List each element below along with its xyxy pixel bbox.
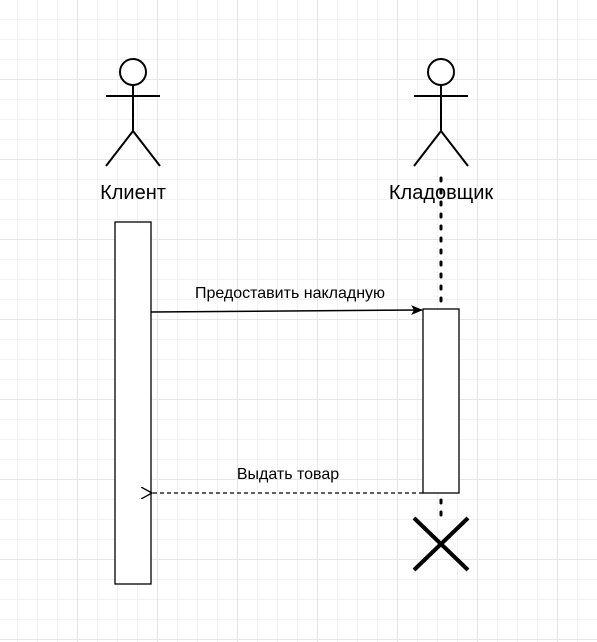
message-label-provide-invoice: Предоставить накладную [194, 285, 386, 302]
actor-client-figure [105, 58, 161, 167]
destruction-x-icon [412, 516, 470, 572]
message-arrow-provide-invoice [150, 305, 423, 316]
actor-client-label: Клиент [100, 182, 166, 204]
client-activation-bar [114, 221, 152, 585]
actor-storekeeper-figure [413, 58, 469, 167]
message-label-issue-goods: Выдать товар [236, 466, 340, 483]
actor-storekeeper-label: Кладовщик [388, 182, 494, 204]
storekeeper-activation-bar [422, 308, 460, 494]
